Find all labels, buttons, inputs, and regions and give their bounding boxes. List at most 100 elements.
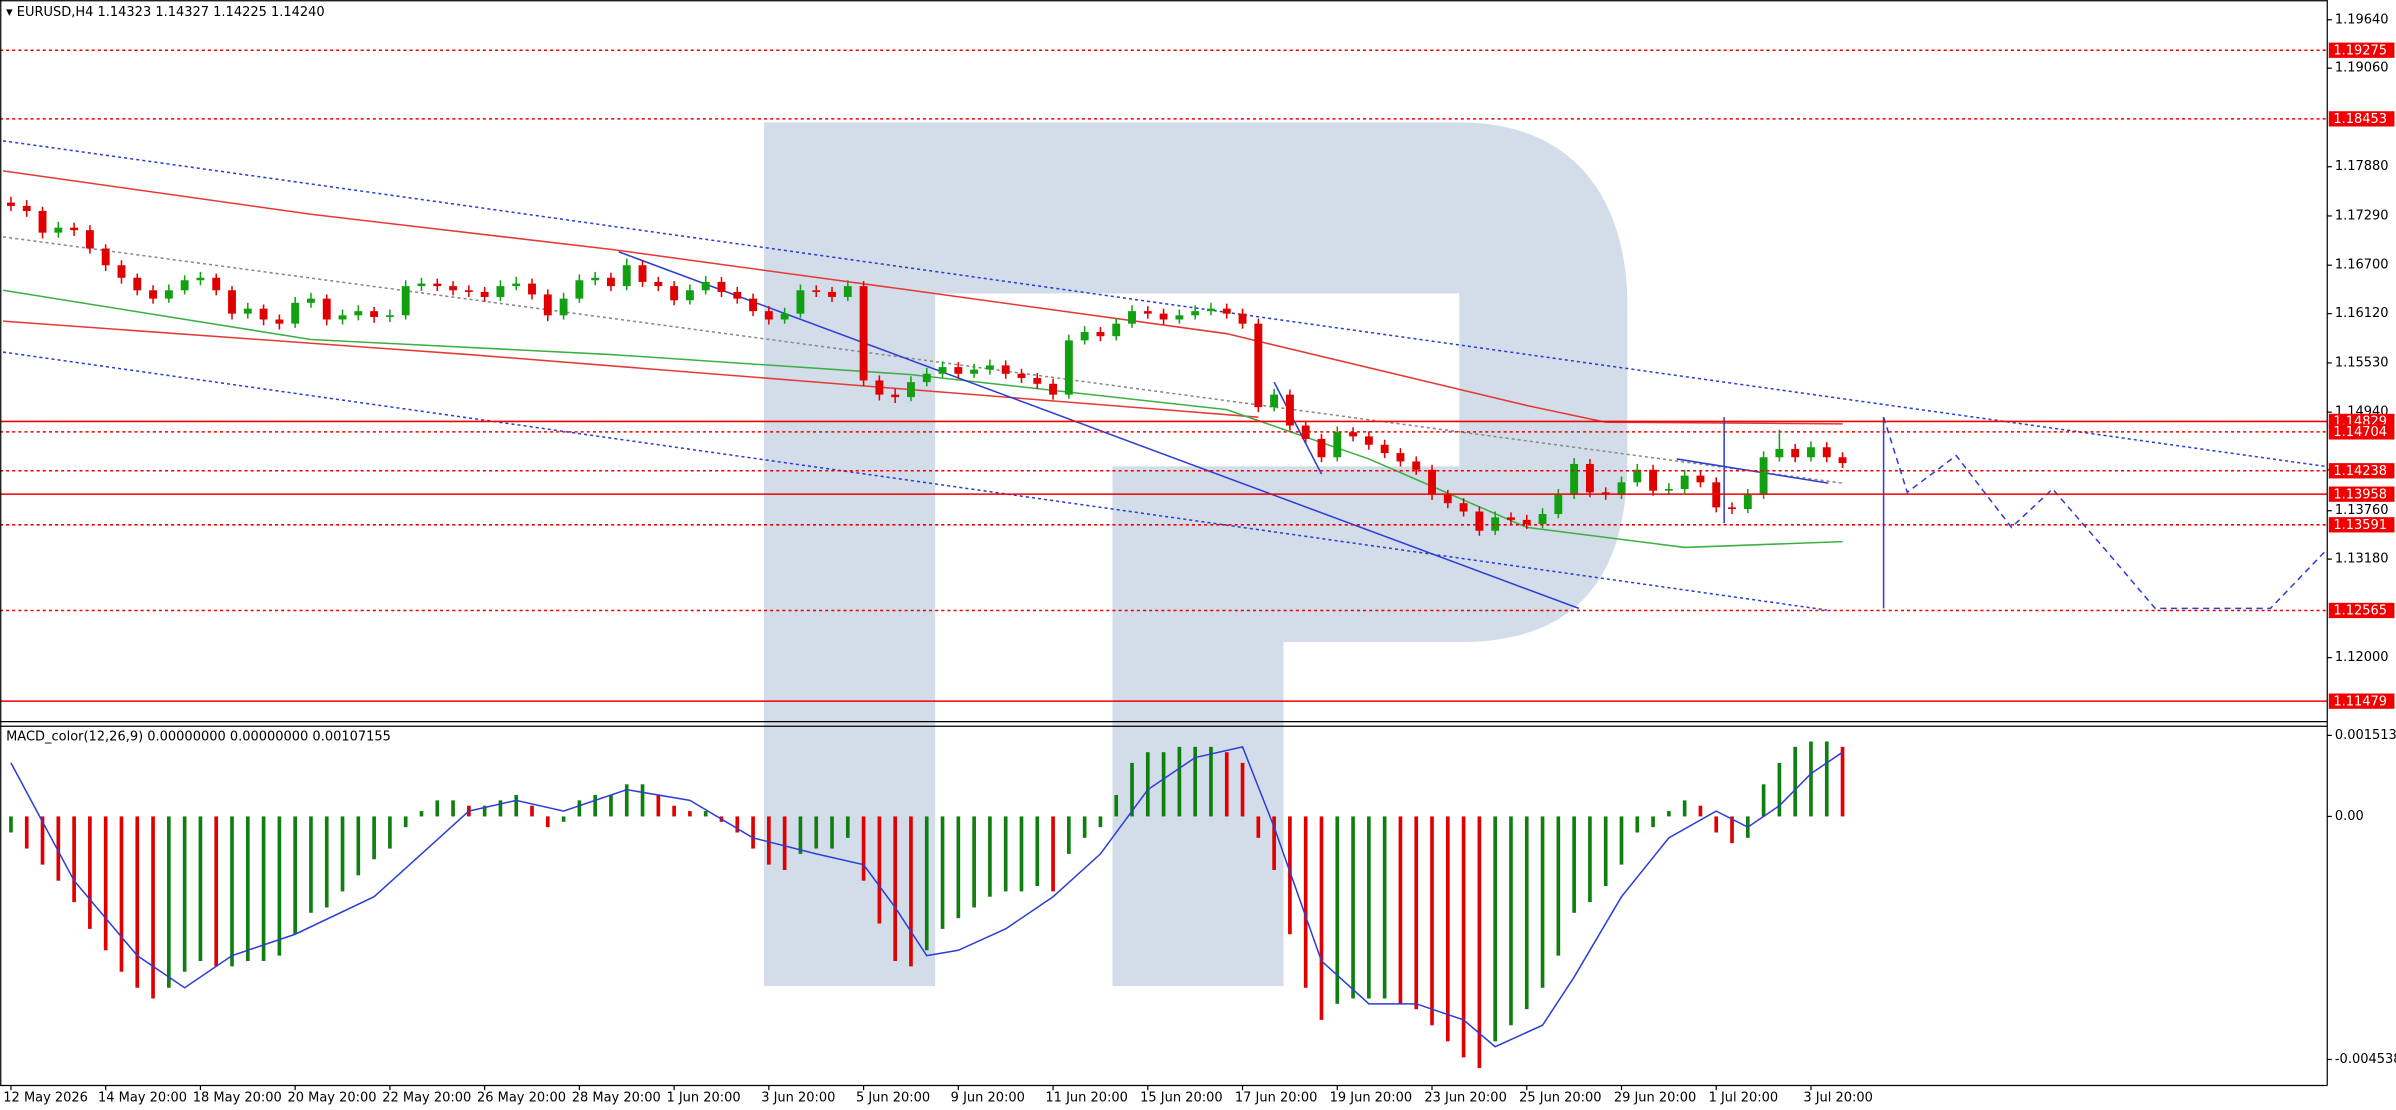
candle-body [559, 298, 568, 316]
candle-body [133, 277, 142, 291]
candle-body [1333, 432, 1342, 458]
macd-bar [1114, 795, 1119, 817]
macd-bar [419, 811, 424, 817]
candle-body [54, 227, 63, 233]
macd-bar [1461, 816, 1466, 1058]
level-label-box [2328, 424, 2395, 440]
macd-bar [151, 816, 155, 999]
macd-bar [198, 816, 203, 961]
macd-bar [230, 816, 234, 967]
macd-bar [751, 816, 755, 849]
candle-body [764, 311, 773, 320]
candle-body [985, 365, 994, 370]
candle-body [607, 277, 615, 287]
x-tick-label: 22 May 20:00 [382, 1090, 471, 1105]
macd-bar [893, 816, 898, 961]
y-tick-label: 1.15530 [2335, 355, 2389, 370]
macd-bar [451, 800, 455, 817]
macd-bar [277, 816, 282, 956]
x-tick-label: 28 May 20:00 [572, 1090, 661, 1105]
candle-body [1696, 475, 1705, 483]
macd-bar [1319, 816, 1324, 1020]
macd-bar [1619, 816, 1624, 865]
level-label-box [2328, 602, 2395, 619]
candle-body [1775, 448, 1784, 458]
x-tick-label: 26 May 20:00 [477, 1090, 566, 1105]
macd-bar [688, 811, 692, 817]
candle-body [85, 230, 94, 249]
candle-body [385, 315, 394, 317]
candle-body [1743, 494, 1752, 510]
macd-bar [1793, 746, 1798, 817]
candle-body [1222, 308, 1231, 314]
candle-body [275, 319, 284, 324]
macd-bar [1651, 816, 1655, 828]
macd-bar [1256, 816, 1261, 838]
overlay-line [2, 351, 1827, 611]
x-tick-label: 18 May 20:00 [193, 1090, 282, 1105]
candle-body [1412, 461, 1421, 470]
candle-body [1838, 457, 1847, 464]
candle-body [685, 290, 694, 301]
candle-body [196, 277, 205, 281]
macd-bar [1809, 741, 1813, 817]
candle-body [1159, 313, 1168, 320]
macd-bar [845, 816, 850, 838]
macd-bar [1240, 762, 1245, 817]
level-label-box [2328, 486, 2395, 502]
candle-body [1538, 514, 1547, 525]
candle-body [180, 280, 189, 291]
candle-body [370, 311, 379, 317]
macd-bar [9, 816, 13, 833]
x-tick-label: 3 Jun 20:00 [761, 1090, 835, 1105]
macd-bar [40, 816, 45, 865]
macd-bar [88, 816, 92, 929]
candle-body [575, 280, 584, 299]
macd-bar [782, 816, 787, 870]
macd-bar [1430, 816, 1434, 1026]
candle-body [543, 294, 552, 316]
macd-bar [135, 816, 140, 988]
candle-body [717, 281, 726, 292]
macd-bar [1682, 800, 1687, 817]
macd-bar [1603, 816, 1608, 887]
macd-bar [261, 816, 266, 961]
candle-body [670, 286, 679, 301]
macd-bar [909, 816, 913, 967]
macd-bar [561, 816, 566, 822]
candle-body [417, 283, 426, 287]
macd-bar [1303, 816, 1308, 988]
macd-bar [340, 816, 345, 892]
candle-body [1064, 340, 1073, 395]
macd-bar [1509, 816, 1513, 1026]
candle-body [1649, 469, 1658, 491]
macd-bar [1556, 816, 1561, 956]
macd-bar [1588, 816, 1592, 903]
candle-body [1001, 365, 1010, 374]
candle-body [622, 265, 631, 287]
macd-bar [577, 800, 582, 817]
level-label-box [2328, 42, 2395, 58]
macd-bar [1761, 784, 1766, 817]
candle-body [922, 373, 931, 383]
candle-body [1491, 517, 1500, 531]
indicator-title: MACD_color(12,26,9) 0.00000000 0.0000000… [6, 729, 391, 744]
macd-bar [924, 816, 929, 951]
candle-body [970, 369, 979, 374]
macd-bar [1540, 816, 1545, 988]
candle-body [733, 291, 742, 299]
macd-bar [1145, 752, 1150, 817]
collapse-arrow: ▾ [6, 5, 17, 20]
candle-body [1396, 453, 1405, 462]
macd-bar [482, 805, 487, 817]
level-label: 1.14704 [2333, 425, 2387, 440]
candle-body [1033, 377, 1042, 384]
header-open: 1.14323 [98, 5, 152, 20]
candle-body [1822, 447, 1831, 458]
macd-bar [877, 816, 882, 924]
candle-body [496, 286, 505, 297]
candle-body [654, 281, 663, 287]
y-tick-label: 1.17880 [2335, 159, 2389, 174]
macd-bar [372, 816, 376, 860]
